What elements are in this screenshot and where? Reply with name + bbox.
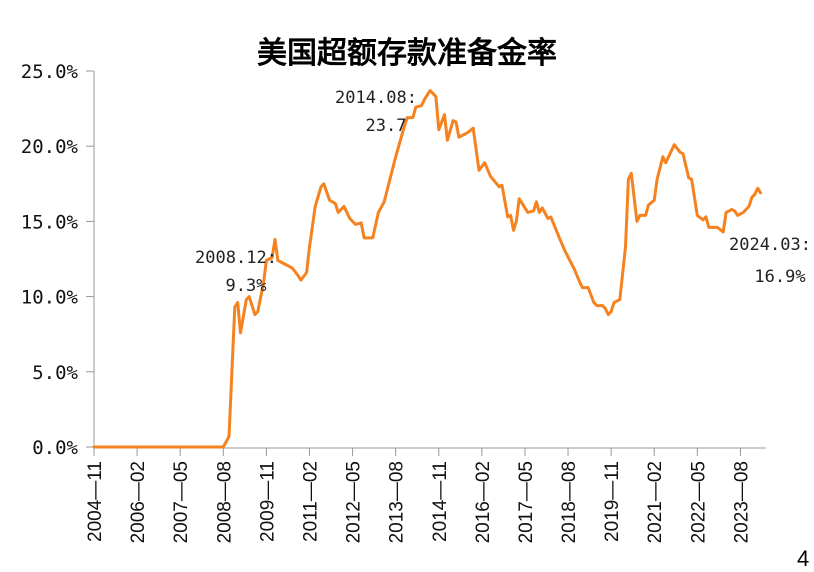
page-number: 4	[797, 546, 810, 571]
annotation-value: 9.3%	[226, 276, 267, 296]
x-tick-label: 2022—05	[688, 461, 709, 543]
x-tick-label: 2013—08	[387, 461, 408, 543]
x-tick-label: 2012—05	[344, 461, 365, 543]
series-line	[92, 89, 762, 449]
x-tick-label: 2004—11	[85, 461, 106, 542]
y-tick-label: 25.0%	[21, 61, 79, 83]
annotations: 2008.12: 9.3% 2014.08: 23.7 2024.03: 16.9%	[195, 88, 811, 296]
x-tick-label: 2017—05	[516, 461, 537, 543]
annotation-date: 2024.03:	[729, 235, 811, 255]
y-tick-label: 10.0%	[21, 287, 79, 309]
x-tick-label: 2014—11	[430, 461, 451, 542]
x-axis: 2004—11 2006—02 2007—05 2008—08 2009—11 2011—…	[85, 447, 766, 543]
y-tick-label: 5.0%	[32, 362, 78, 384]
x-tick-label: 2019—11	[602, 461, 623, 542]
x-tick-label: 2016—02	[473, 461, 494, 543]
x-tick-label: 2011—02	[300, 461, 321, 542]
y-tick-label: 20.0%	[21, 136, 79, 158]
x-tick-label: 2018—08	[559, 461, 580, 543]
x-tick-label: 2023—08	[731, 461, 752, 543]
chart-title: 美国超额存款准备金率	[257, 36, 557, 71]
x-tick-label: 2007—05	[171, 461, 192, 543]
x-tick-label: 2021—02	[645, 461, 666, 543]
x-tick-label: 2008—08	[214, 461, 235, 543]
y-tick-label: 15.0%	[21, 211, 79, 233]
annotation-value: 16.9%	[754, 267, 805, 287]
annotation-date: 2008.12:	[195, 248, 277, 268]
annotation-date: 2014.08:	[335, 88, 417, 108]
x-tick-label: 2006—02	[128, 461, 149, 543]
annotation-value: 23.7	[366, 116, 407, 136]
x-tick-label: 2009—11	[257, 461, 278, 542]
y-tick-label: 0.0%	[32, 437, 78, 459]
y-axis: 0.0% 5.0% 10.0% 15.0% 20.0% 25.0%	[21, 61, 95, 459]
